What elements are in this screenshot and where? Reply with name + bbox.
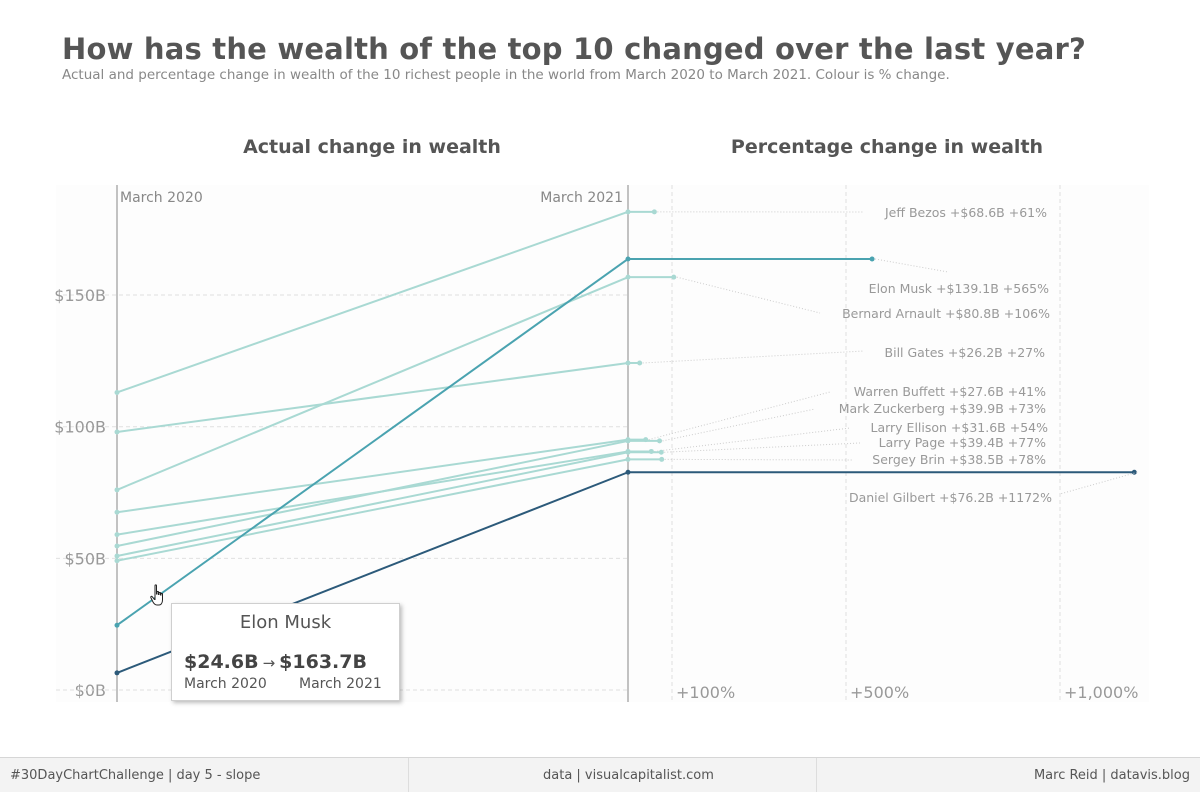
pct-end-bill-gates bbox=[637, 360, 642, 365]
y-tick-label: $50B bbox=[64, 549, 106, 568]
point-2020-larry-page bbox=[115, 553, 120, 558]
point-2020-sergey-brin bbox=[115, 558, 120, 563]
panel-title-percentage: Percentage change in wealth bbox=[731, 136, 1043, 158]
x-tick-label: +100% bbox=[676, 683, 735, 702]
point-2020-bill-gates bbox=[115, 429, 120, 434]
tooltip-from-value: $24.6B bbox=[184, 651, 259, 673]
point-2020-jeff-bezos bbox=[115, 390, 120, 395]
series-label-jeff-bezos: Jeff Bezos +$68.6B +61% bbox=[884, 205, 1047, 220]
series-label-elon-musk: Elon Musk +$139.1B +565% bbox=[869, 281, 1049, 296]
y-tick-label: $150B bbox=[54, 286, 106, 305]
footer-challenge: #30DayChartChallenge | day 5 - slope bbox=[10, 768, 260, 783]
tooltip-to-value: $163.7B bbox=[279, 651, 367, 673]
series-label-larry-ellison: Larry Ellison +$31.6B +54% bbox=[871, 420, 1049, 435]
tooltip-values: $24.6B→$163.7B bbox=[184, 651, 367, 673]
series-label-mark-zuckerberg: Mark Zuckerberg +$39.9B +73% bbox=[839, 401, 1046, 416]
footer-divider bbox=[408, 758, 409, 792]
hand-cursor-icon bbox=[149, 584, 167, 608]
point-2020-elon-musk bbox=[115, 623, 120, 628]
footer-source: data | visualcapitalist.com bbox=[543, 768, 714, 783]
x-tick-label: +500% bbox=[850, 683, 909, 702]
tooltip: Elon Musk $24.6B→$163.7B March 2020 Marc… bbox=[171, 603, 400, 701]
pct-end-larry-page bbox=[659, 450, 664, 455]
point-2020-daniel-gilbert bbox=[115, 670, 120, 675]
point-2020-mark-zuckerberg bbox=[115, 543, 120, 548]
series-label-bernard-arnault: Bernard Arnault +$80.8B +106% bbox=[842, 306, 1050, 321]
tooltip-to-label: March 2021 bbox=[299, 676, 382, 692]
panel-title-actual: Actual change in wealth bbox=[243, 136, 501, 158]
point-2020-larry-ellison bbox=[115, 532, 120, 537]
series-label-warren-buffett: Warren Buffett +$27.6B +41% bbox=[854, 384, 1046, 399]
series-label-sergey-brin: Sergey Brin +$38.5B +78% bbox=[872, 452, 1046, 467]
pct-end-bernard-arnault bbox=[671, 275, 676, 280]
x-tick-label: +1,000% bbox=[1064, 683, 1138, 702]
series-label-bill-gates: Bill Gates +$26.2B +27% bbox=[885, 345, 1046, 360]
series-label-daniel-gilbert: Daniel Gilbert +$76.2B +1172% bbox=[849, 490, 1052, 505]
pct-end-sergey-brin bbox=[659, 457, 664, 462]
pct-end-jeff-bezos bbox=[652, 209, 657, 214]
y-tick-label: $100B bbox=[54, 418, 106, 437]
pct-end-elon-musk bbox=[870, 256, 875, 261]
point-2020-warren-buffett bbox=[115, 510, 120, 515]
series-label-larry-page: Larry Page +$39.4B +77% bbox=[879, 435, 1046, 450]
tooltip-name: Elon Musk bbox=[172, 612, 399, 633]
arrow-right-icon: → bbox=[263, 654, 276, 672]
category-label-march-2020: March 2020 bbox=[120, 190, 203, 206]
tooltip-from-label: March 2020 bbox=[184, 676, 267, 692]
pct-end-daniel-gilbert bbox=[1132, 470, 1137, 475]
footer-divider bbox=[816, 758, 817, 792]
pct-end-mark-zuckerberg bbox=[657, 438, 662, 443]
category-label-march-2021: March 2021 bbox=[540, 190, 623, 206]
point-2020-bernard-arnault bbox=[115, 487, 120, 492]
footer-author: Marc Reid | datavis.blog bbox=[1034, 768, 1190, 783]
footer: #30DayChartChallenge | day 5 - slope dat… bbox=[0, 757, 1200, 792]
